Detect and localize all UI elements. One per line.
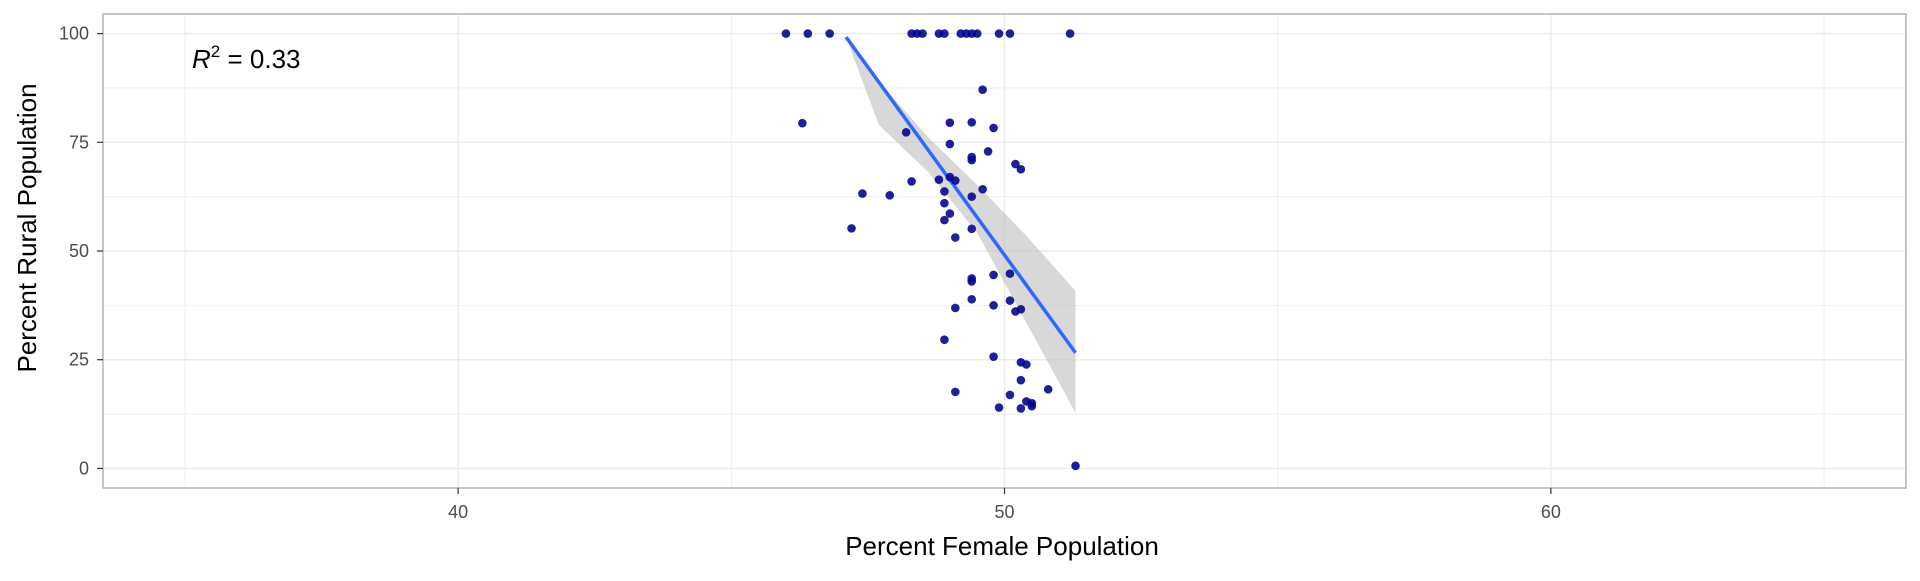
scatter-point [1065,29,1075,38]
scatter-point [989,352,998,361]
scatter-point [1043,384,1053,394]
x-tick-label: 50 [994,502,1014,522]
x-axis-title: Percent Female Population [845,531,1159,561]
scatter-point [1016,304,1026,314]
scatter-point [989,301,998,310]
r-squared-variable: R [192,44,211,74]
r-squared-value: = 0.33 [220,44,300,74]
points-layer [781,29,1080,471]
scatter-point [934,175,944,184]
y-axis-ticks: 0 25 50 75 100 [59,24,103,478]
scatter-point [972,29,982,38]
r-squared-annotation: R2 = 0.33 [192,42,300,74]
scatter-point [781,29,791,38]
scatter-point [994,403,1004,412]
scatter-point [978,85,987,94]
scatter-point [918,29,927,38]
x-axis-ticks: 40 50 60 [448,488,1561,522]
scatter-point [940,29,949,38]
regression-line [844,36,1077,354]
scatter-point [978,184,987,194]
scatter-point [1022,360,1031,369]
y-tick-label: 0 [79,458,89,478]
scatter-point [1016,164,1026,174]
y-tick-label: 50 [69,241,89,261]
scatter-point [951,176,960,185]
scatter-point [989,123,998,133]
y-axis-title: Percent Rural Population [12,83,42,372]
x-tick-label: 60 [1541,502,1561,522]
y-tick-label: 25 [69,350,89,370]
scatter-point [1005,29,1015,38]
scatter-point [1005,269,1015,278]
scatter-point [967,155,977,165]
y-tick-label: 75 [69,132,89,152]
fit-line-layer [844,36,1077,354]
scatter-point [940,198,949,208]
scatter-point [907,177,916,186]
scatter-point [847,224,856,233]
scatter-point [940,187,949,196]
scatter-point [951,303,960,313]
scatter-point [798,118,807,128]
scatter-point [1027,401,1037,411]
scatter-point [967,117,977,127]
scatter-point [901,127,911,137]
scatter-point [858,189,867,198]
scatter-point [1005,296,1015,305]
scatter-point [945,209,955,218]
scatter-point [1071,461,1080,471]
scatter-point [967,277,977,286]
confidence-band-layer [846,37,1076,413]
scatter-point [945,139,955,149]
scatter-point [940,335,949,345]
scatter-point [1016,375,1026,385]
scatter-point [951,387,960,397]
scatter-point [967,224,977,234]
scatter-point [825,29,834,38]
y-tick-label: 100 [59,24,89,44]
scatter-point [1011,159,1020,169]
confidence-band [846,37,1076,413]
scatter-point [994,29,1004,38]
x-tick-label: 40 [448,502,468,522]
scatter-point [967,294,977,304]
scatter-point [803,29,813,38]
scatter-point [1016,404,1026,413]
r-squared-exponent: 2 [211,42,220,61]
scatter-point [983,147,993,156]
scatter-point [885,191,895,200]
scatter-point [951,233,960,242]
scatter-point [945,118,955,128]
scatter-point [1005,390,1015,400]
scatter-point [989,270,998,280]
scatter-point [967,192,977,201]
scatter-point [940,215,949,225]
